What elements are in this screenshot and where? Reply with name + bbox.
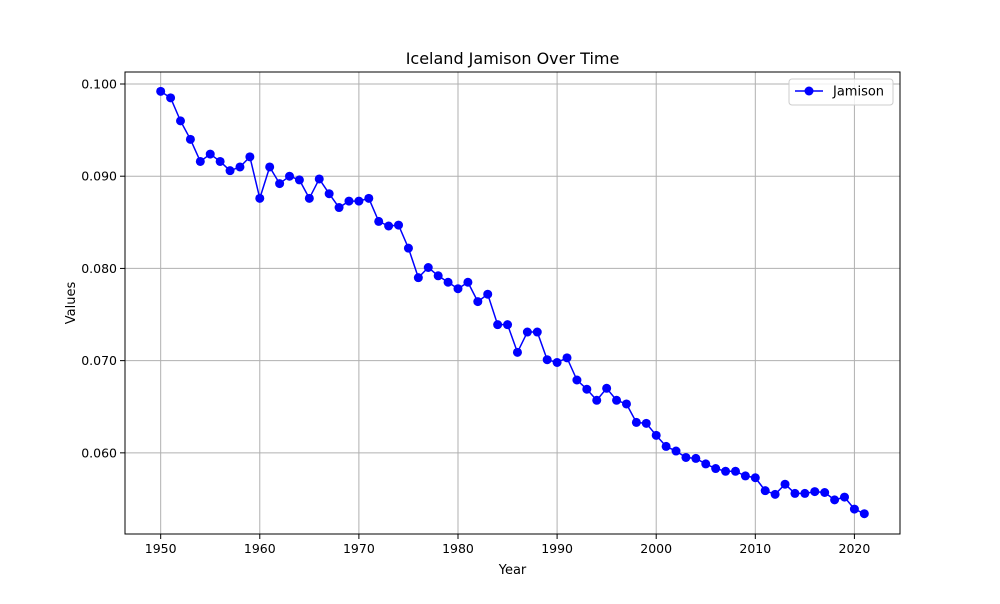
data-point (800, 488, 810, 498)
x-tick-label: 1970 (343, 541, 375, 556)
data-point (185, 134, 195, 144)
data-point (275, 179, 285, 189)
chart-title: Iceland Jamison Over Time (406, 49, 620, 68)
data-point (730, 466, 740, 476)
data-point (552, 357, 562, 367)
legend-marker-swatch (804, 86, 814, 96)
data-point (760, 486, 770, 496)
x-tick-label: 1950 (145, 541, 177, 556)
legend-label-jamison: Jamison (832, 85, 884, 100)
data-point (780, 479, 790, 489)
data-point (770, 489, 780, 499)
axis-ticks: 1950 1960 1970 1980 1990 2000 2010 2020 0.060 0.0… (81, 76, 870, 556)
legend: Jamison (788, 78, 894, 106)
y-tick-label: 0.070 (81, 353, 117, 368)
data-point (453, 284, 463, 294)
data-point (740, 471, 750, 481)
data-point (403, 243, 413, 253)
data-point (334, 203, 344, 213)
data-point (364, 193, 374, 203)
data-point (384, 221, 394, 231)
data-point (344, 196, 354, 206)
data-point (651, 430, 661, 440)
x-tick-label: 1960 (244, 541, 276, 556)
x-tick-label: 2020 (839, 541, 871, 556)
data-point (245, 152, 255, 162)
data-point (512, 347, 522, 357)
data-point (582, 384, 592, 394)
data-point (810, 487, 820, 497)
data-point (433, 271, 443, 281)
data-point (840, 492, 850, 502)
y-tick-label: 0.080 (81, 261, 117, 276)
data-point (423, 262, 433, 272)
data-point (621, 399, 631, 409)
y-axis-label: Values (64, 282, 79, 325)
series-layer (156, 86, 869, 519)
data-point (661, 441, 671, 451)
data-point (394, 220, 404, 230)
plot-area-frame (124, 71, 901, 535)
x-tick-label: 2010 (739, 541, 771, 556)
data-point (473, 297, 483, 307)
data-point (542, 355, 552, 365)
data-point (255, 193, 265, 203)
data-point (493, 320, 503, 330)
data-point (711, 464, 721, 474)
data-point (671, 446, 681, 456)
legend-box (788, 78, 894, 106)
data-point (721, 466, 731, 476)
x-axis-label: Year (498, 563, 527, 578)
data-point (413, 273, 423, 283)
data-point (681, 452, 691, 462)
data-point (631, 417, 641, 427)
y-tick-label: 0.090 (81, 169, 117, 184)
data-point (324, 189, 334, 199)
data-point (265, 162, 275, 172)
data-point (443, 277, 453, 287)
data-point (602, 383, 612, 393)
x-tick-label: 2000 (640, 541, 672, 556)
data-point (532, 327, 542, 337)
data-point (225, 166, 235, 176)
data-point (790, 488, 800, 498)
data-point (859, 509, 869, 519)
data-point (641, 418, 651, 428)
data-point (354, 196, 364, 206)
x-tick-label: 1990 (541, 541, 573, 556)
y-tick-label: 0.060 (81, 445, 117, 460)
data-point (750, 473, 760, 483)
data-point (175, 116, 185, 126)
data-point (691, 453, 701, 463)
data-point (304, 193, 314, 203)
data-point (215, 156, 225, 166)
x-tick-label: 1980 (442, 541, 474, 556)
data-point (592, 395, 602, 405)
data-point (205, 149, 215, 159)
data-point (562, 353, 572, 363)
data-point (849, 504, 859, 514)
data-point (522, 327, 532, 337)
data-point (314, 174, 324, 184)
data-point (701, 459, 711, 469)
data-point (483, 289, 493, 299)
data-point (503, 320, 513, 330)
data-point (294, 175, 304, 185)
grid-lines (125, 72, 900, 534)
data-point (830, 495, 840, 505)
data-point (285, 171, 295, 181)
y-tick-label: 0.100 (81, 76, 117, 91)
data-point (166, 93, 176, 103)
data-point (156, 86, 166, 96)
data-point (572, 375, 582, 385)
data-point (820, 488, 830, 498)
data-point (235, 162, 245, 172)
data-point (374, 216, 384, 226)
data-point (463, 277, 473, 287)
data-point (612, 395, 622, 405)
data-point (195, 156, 205, 166)
